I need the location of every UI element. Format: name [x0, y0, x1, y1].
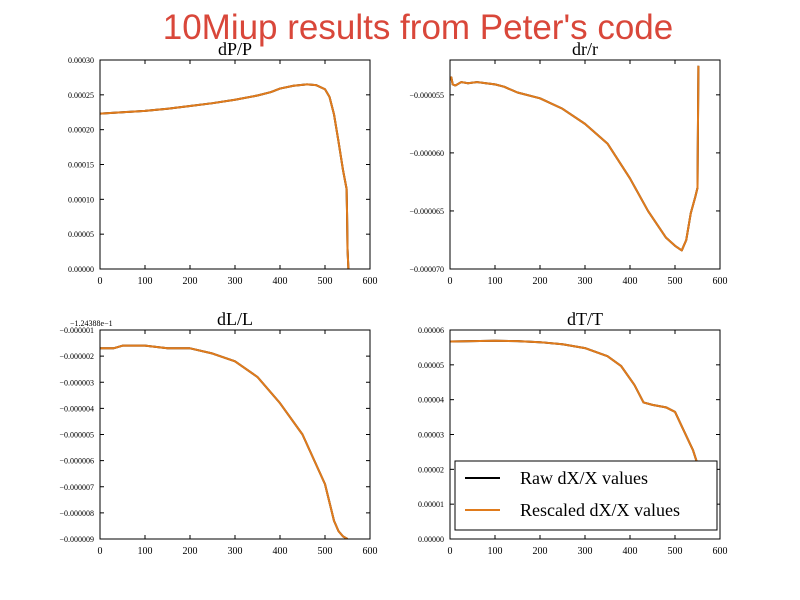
- panel-4-ytick-label: 0.00004: [418, 396, 444, 405]
- panel-4-ytick-label: 0.00000: [418, 535, 444, 544]
- panel-1-xtick-label: 300: [228, 276, 243, 287]
- panel-2-xtick-label: 400: [623, 276, 638, 287]
- panel-4-ytick-label: 0.00005: [418, 361, 444, 370]
- panel-3: 0 100 200 300 400 500 600 −0.000009 −0.000008 −0.…: [59, 309, 377, 557]
- panel-3-ytick-label: −0.000006: [59, 457, 94, 466]
- panel-1: 0 100 200 300 400 500 600 0.00000 0.00005 0.00010…: [68, 39, 378, 287]
- panel-4-xtick-label: 0: [448, 546, 453, 557]
- panel-4-xtick-label: 100: [488, 546, 503, 557]
- panel-2-axes-frame: [449, 59, 721, 270]
- panel-1-ytick-label: 0.00025: [68, 91, 94, 100]
- panel-3-raw-series-line: [100, 344, 349, 539]
- panel-1-ytick-label: 0.00020: [68, 126, 94, 135]
- panel-4-ytick-label: 0.00003: [418, 431, 444, 440]
- panel-2-xtick-label: 600: [713, 276, 728, 287]
- panel-2-ytick-label: −0.000055: [409, 91, 444, 100]
- legend-rescaled-label: Rescaled dX/X values: [520, 500, 680, 520]
- panel-3-xtick-label: 600: [363, 546, 378, 557]
- panel-2-ytick-label: −0.000060: [409, 149, 444, 158]
- panel-2-raw-series-line: [450, 65, 700, 252]
- panel-3-ytick-label: −0.000008: [59, 509, 94, 518]
- panel-1-xtick-label: 600: [363, 276, 378, 287]
- panel-1-xtick-label: 500: [318, 276, 333, 287]
- panel-3-xtick-label: 0: [98, 546, 103, 557]
- panel-2-rescaled-series-line: [450, 65, 700, 252]
- panel-4-raw-series-line: [450, 339, 699, 465]
- panel-2-title: dr/r: [572, 39, 598, 59]
- panel-1-ytick-label: 0.00030: [68, 56, 94, 65]
- panel-1-title: dP/P: [218, 39, 252, 59]
- panel-3-xtick-label: 500: [318, 546, 333, 557]
- panel-4-xtick-label: 500: [668, 546, 683, 557]
- panel-1-rescaled-series-line: [100, 83, 350, 269]
- panel-4: 0 100 200 300 400 500 600 0.00000 0.00001 0.00002…: [418, 309, 728, 557]
- legend-box: [454, 460, 718, 531]
- panel-3-ytick-label: −0.000007: [59, 483, 94, 492]
- panel-4-xtick-label: 600: [713, 546, 728, 557]
- panel-2-xtick-label: 100: [488, 276, 503, 287]
- panel-3-ytick-label: −0.000002: [59, 352, 94, 361]
- panel-2-xtick-label: 500: [668, 276, 683, 287]
- panel-3-ytick-label: −0.000001: [59, 326, 94, 335]
- legend: Raw dX/X values Rescaled dX/X values: [454, 460, 718, 531]
- panel-2-xtick-label: 0: [448, 276, 453, 287]
- panel-1-ytick-label: 0.00000: [68, 265, 94, 274]
- panel-1-xtick-label: 100: [138, 276, 153, 287]
- panel-2-xtick-label: 300: [578, 276, 593, 287]
- legend-raw-label: Raw dX/X values: [520, 468, 648, 488]
- panel-2-xtick-label: 200: [533, 276, 548, 287]
- panel-4-xtick-label: 200: [533, 546, 548, 557]
- panel-4-xtick-label: 400: [623, 546, 638, 557]
- panel-4-title: dT/T: [567, 309, 603, 329]
- panel-4-rescaled-series-line: [450, 339, 699, 465]
- panel-3-ytick-label: −0.000004: [59, 404, 94, 413]
- panel-1-ytick-label: 0.00005: [68, 230, 94, 239]
- panel-3-ytick-label: −0.000003: [59, 378, 94, 387]
- panel-3-offset-text: −1.24388e−1: [70, 319, 113, 328]
- panel-3-xtick-label: 300: [228, 546, 243, 557]
- panel-3-xtick-label: 400: [273, 546, 288, 557]
- panel-4-ytick-label: 0.00002: [418, 465, 444, 474]
- panel-3-xtick-label: 100: [138, 546, 153, 557]
- figure-suptitle: 10Miup results from Peter's code: [163, 8, 674, 47]
- panel-1-xtick-label: 200: [183, 276, 198, 287]
- panel-3-xtick-label: 200: [183, 546, 198, 557]
- panel-3-ytick-label: −0.000005: [59, 431, 94, 440]
- panel-4-ytick-label: 0.00001: [418, 500, 444, 509]
- panel-4-xtick-label: 300: [578, 546, 593, 557]
- panel-2-ytick-label: −0.000065: [409, 207, 444, 216]
- panel-3-title: dL/L: [217, 309, 253, 329]
- panel-1-xtick-label: 0: [98, 276, 103, 287]
- panel-1-ytick-label: 0.00010: [68, 195, 94, 204]
- panel-2-ytick-label: −0.000070: [409, 265, 444, 274]
- panel-4-ytick-label: 0.00006: [418, 326, 444, 335]
- panel-1-axes-frame: [99, 59, 371, 270]
- panel-3-rescaled-series-line: [100, 344, 349, 539]
- panel-1-xtick-label: 400: [273, 276, 288, 287]
- panel-1-ytick-label: 0.00015: [68, 161, 94, 170]
- panel-3-ytick-label: −0.000009: [59, 535, 94, 544]
- panel-2: 0 100 200 300 400 500 600 −0.000070 −0.000065 −0.…: [409, 39, 727, 287]
